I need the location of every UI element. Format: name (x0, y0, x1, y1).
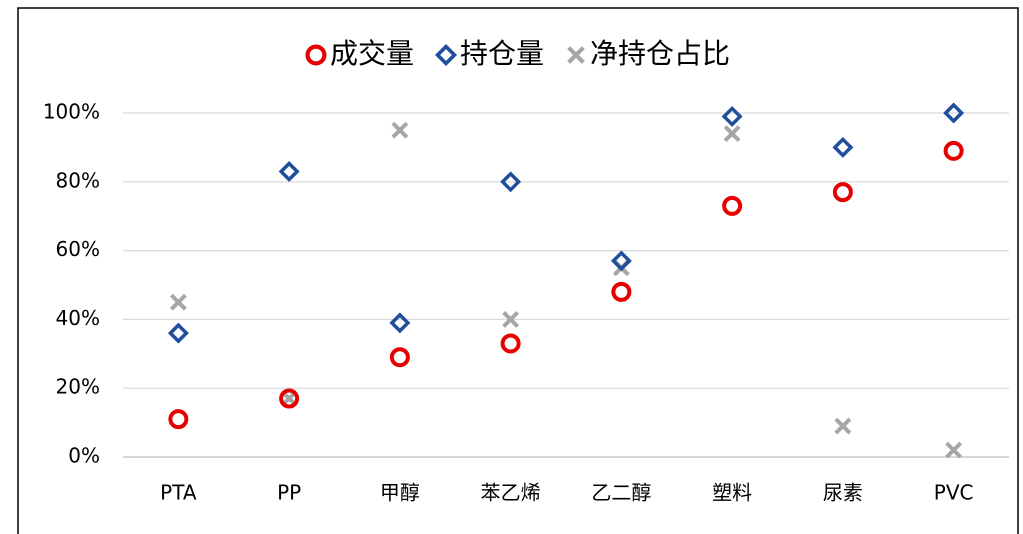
x-tick-label: PTA (160, 481, 197, 505)
legend-label: 净持仓占比 (590, 37, 730, 70)
marker-diamond (832, 136, 854, 158)
marker-diamond (278, 161, 300, 182)
marker-diamond (610, 250, 632, 272)
marker-x (502, 310, 520, 328)
marker-diamond (434, 44, 457, 66)
marker-diamond (943, 102, 965, 124)
marker-circle (832, 182, 853, 203)
marker-circle (305, 44, 327, 66)
marker-circle (722, 195, 743, 216)
y-tick-label: 40% (56, 306, 100, 330)
marker-circle (943, 140, 964, 161)
marker-circle (168, 409, 189, 430)
marker-x (945, 441, 963, 459)
x-tick-label: 尿素 (823, 481, 863, 505)
marker-x (834, 417, 852, 435)
y-tick-label: 100% (43, 100, 100, 124)
x-tick-label: 乙二醇 (591, 481, 651, 505)
y-tick-label: 0% (68, 444, 100, 468)
chart-frame (17, 7, 1019, 534)
x-tick-label: PP (277, 481, 301, 505)
marker-diamond (389, 312, 411, 334)
x-tick-label: 甲醇 (380, 481, 420, 505)
marker-circle (611, 281, 632, 302)
y-tick-label: 20% (56, 375, 100, 399)
marker-circle (389, 347, 410, 368)
marker-x (567, 46, 585, 64)
marker-x (391, 121, 409, 139)
x-tick-label: PVC (934, 481, 974, 505)
marker-circle (279, 388, 300, 409)
marker-x (723, 125, 741, 143)
marker-diamond (167, 322, 189, 344)
x-tick-label: 苯乙烯 (481, 481, 541, 505)
legend-label: 持仓量 (460, 37, 544, 70)
marker-circle (500, 333, 521, 354)
marker-diamond (500, 171, 522, 193)
legend: 成交量 持仓量 净持仓占比 (305, 37, 730, 70)
y-tick-label: 60% (56, 237, 100, 261)
marker-diamond (721, 105, 743, 127)
x-tick-label: 塑料 (712, 481, 752, 505)
marker-x (169, 293, 187, 311)
legend-label: 成交量 (330, 37, 414, 70)
y-tick-label: 80% (56, 168, 100, 192)
